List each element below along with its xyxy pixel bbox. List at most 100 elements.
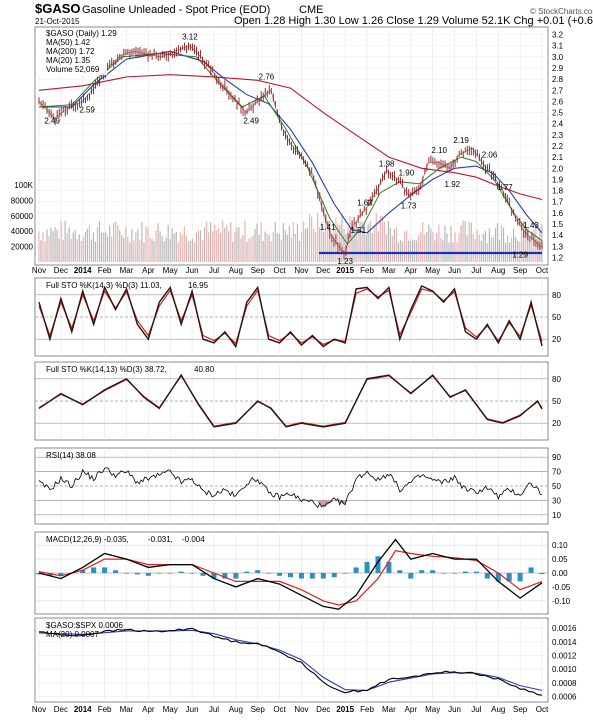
price-annotation: 1.29 xyxy=(512,250,528,259)
volume-bar xyxy=(38,231,40,262)
volume-bar xyxy=(62,239,64,262)
macd-hist-bar xyxy=(233,573,239,579)
macd-hist-bar xyxy=(539,573,545,575)
volume-bar xyxy=(454,232,456,262)
volume-bar xyxy=(181,234,183,262)
volume-bar xyxy=(484,230,486,262)
volume-bar xyxy=(444,225,446,262)
volume-tick-label: 60000 xyxy=(11,212,34,221)
volume-bar xyxy=(167,224,169,262)
volume-bar xyxy=(165,237,167,262)
volume-bar xyxy=(357,229,359,262)
volume-bar xyxy=(252,235,254,262)
macd-hist-bar xyxy=(452,573,458,574)
volume-bar xyxy=(418,235,420,262)
volume-bar xyxy=(492,237,495,262)
volume-bar xyxy=(201,239,204,262)
volume-bar xyxy=(248,238,250,262)
macd-hist-bar xyxy=(277,573,283,576)
price-annotation: 1.51 xyxy=(351,226,367,235)
volume-bar xyxy=(98,220,101,262)
macd-ytick-label: 0.10 xyxy=(552,541,568,550)
volume-bar xyxy=(254,228,256,262)
ratio-panel xyxy=(34,617,549,703)
volume-bar xyxy=(315,232,317,262)
x-tick-label-0-1: Dec xyxy=(54,266,68,275)
volume-bar xyxy=(412,239,414,262)
volume-bar xyxy=(230,222,232,262)
macd-hist-bar xyxy=(397,570,403,573)
volume-bar xyxy=(40,240,42,262)
macd-hist-bar xyxy=(517,573,523,582)
volume-bar xyxy=(92,232,95,262)
volume-bar xyxy=(74,230,76,262)
x-tick-label-0-23: Oct xyxy=(536,266,549,275)
volume-bar xyxy=(349,216,351,262)
volume-bar xyxy=(296,224,299,262)
volume-bar xyxy=(82,237,84,262)
osc-ytick-label: 90 xyxy=(552,453,561,462)
volume-bar xyxy=(222,220,224,262)
x-tick-label-0-14: 2015 xyxy=(336,266,354,275)
volume-bar xyxy=(416,240,418,262)
volume-bar xyxy=(460,225,462,262)
volume-bar xyxy=(298,240,301,262)
volume-bar xyxy=(157,223,159,262)
price-ytick-label: 2.1 xyxy=(552,153,564,162)
volume-bar xyxy=(278,233,280,262)
volume-bar xyxy=(60,221,62,262)
volume-bar xyxy=(426,232,428,262)
volume-bar xyxy=(399,239,402,262)
price-ytick-label: 2.7 xyxy=(552,86,564,95)
volume-bar xyxy=(236,227,238,262)
macd-hist-bar xyxy=(167,573,173,574)
x-tick-label-1-23: Oct xyxy=(536,705,549,714)
macd-hist-bar xyxy=(189,573,195,574)
volume-bar xyxy=(121,235,123,262)
macd-hist-bar xyxy=(506,573,512,582)
volume-bar xyxy=(428,224,430,262)
x-tick-label-1-11: Oct xyxy=(273,705,286,714)
volume-bar xyxy=(290,237,293,262)
price-annotation: 1.41 xyxy=(320,223,336,232)
price-line xyxy=(38,45,543,255)
price-annotation: 1.98 xyxy=(379,160,395,169)
volume-bar xyxy=(343,229,345,262)
macd-legend-main: MACD(12,26,9) -0.035, xyxy=(46,535,129,544)
volume-bar xyxy=(106,236,109,262)
volume-bar xyxy=(367,224,369,262)
price-annotation: 3.12 xyxy=(182,32,198,41)
volume-bar xyxy=(391,235,394,262)
series-lines xyxy=(36,42,545,696)
volume-bar xyxy=(527,226,529,262)
macd-hist-bar xyxy=(441,573,447,574)
macd-hist-bar xyxy=(255,570,261,573)
volume-bar xyxy=(515,236,517,262)
volume-bar xyxy=(135,232,137,262)
macd-hist-bar xyxy=(298,573,304,579)
x-tick-label-0-0: Nov xyxy=(32,266,46,275)
volume-bar xyxy=(161,236,163,262)
price-ytick-label: 1.9 xyxy=(552,175,564,184)
x-tick-label-0-8: Jul xyxy=(209,266,219,275)
x-tick-label-0-5: Apr xyxy=(142,266,155,275)
volume-bar xyxy=(90,239,93,262)
x-tick-label-0-18: May xyxy=(425,266,440,275)
volume-bar xyxy=(94,241,97,262)
price-annotation: 1.92 xyxy=(445,180,461,189)
volume-bar xyxy=(84,231,86,262)
volume-bar xyxy=(369,220,371,262)
volume-bar xyxy=(365,235,367,262)
volume-bar xyxy=(304,228,307,262)
volume-bar xyxy=(131,229,133,262)
volume-bar xyxy=(224,227,226,262)
price-annotation: 1.23 xyxy=(337,257,353,266)
x-tick-label-0-15: Feb xyxy=(360,266,374,275)
volume-bar xyxy=(284,230,286,262)
x-tick-label-0-2: 2014 xyxy=(74,266,92,275)
ratio-legend-ma: MA(20) 0.0007 xyxy=(46,630,99,639)
volume-bar xyxy=(375,212,377,262)
macd-hist-bar xyxy=(80,570,86,573)
price-annotation: 2.49 xyxy=(243,117,259,126)
